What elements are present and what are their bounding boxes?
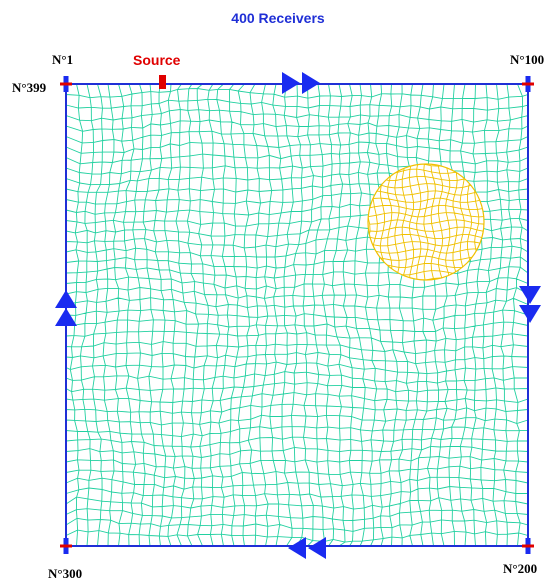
double-arrow-icon xyxy=(55,308,77,326)
figure-title: 400 Receivers xyxy=(231,10,325,26)
double-arrow-icon xyxy=(282,72,300,94)
receiver-marker-icon xyxy=(60,76,72,92)
receiver-label-n399: N°399 xyxy=(12,80,47,95)
double-arrow-icon xyxy=(288,537,306,559)
receiver-label-n200: N°200 xyxy=(503,561,538,576)
receiver-label-n100: N°100 xyxy=(510,52,545,67)
inclusion-outline xyxy=(367,163,485,281)
receiver-marker-icon xyxy=(60,538,72,554)
mesh-lines xyxy=(65,83,529,547)
receiver-label-n1: N°1 xyxy=(52,52,74,67)
receiver-marker-icon xyxy=(522,76,534,92)
receiver-label-n300: N°300 xyxy=(48,566,83,581)
double-arrow-icon xyxy=(55,290,77,308)
double-arrow-icon xyxy=(519,305,541,323)
receiver-marker-icon xyxy=(522,538,534,554)
double-arrow-icon xyxy=(308,537,326,559)
source-marker-icon xyxy=(159,75,166,89)
source-label: Source xyxy=(133,52,181,68)
mesh-grid xyxy=(65,83,529,547)
double-arrow-icon xyxy=(302,72,320,94)
double-arrow-icon xyxy=(519,286,541,304)
inclusion-region xyxy=(367,163,485,281)
markers-layer xyxy=(55,72,541,559)
